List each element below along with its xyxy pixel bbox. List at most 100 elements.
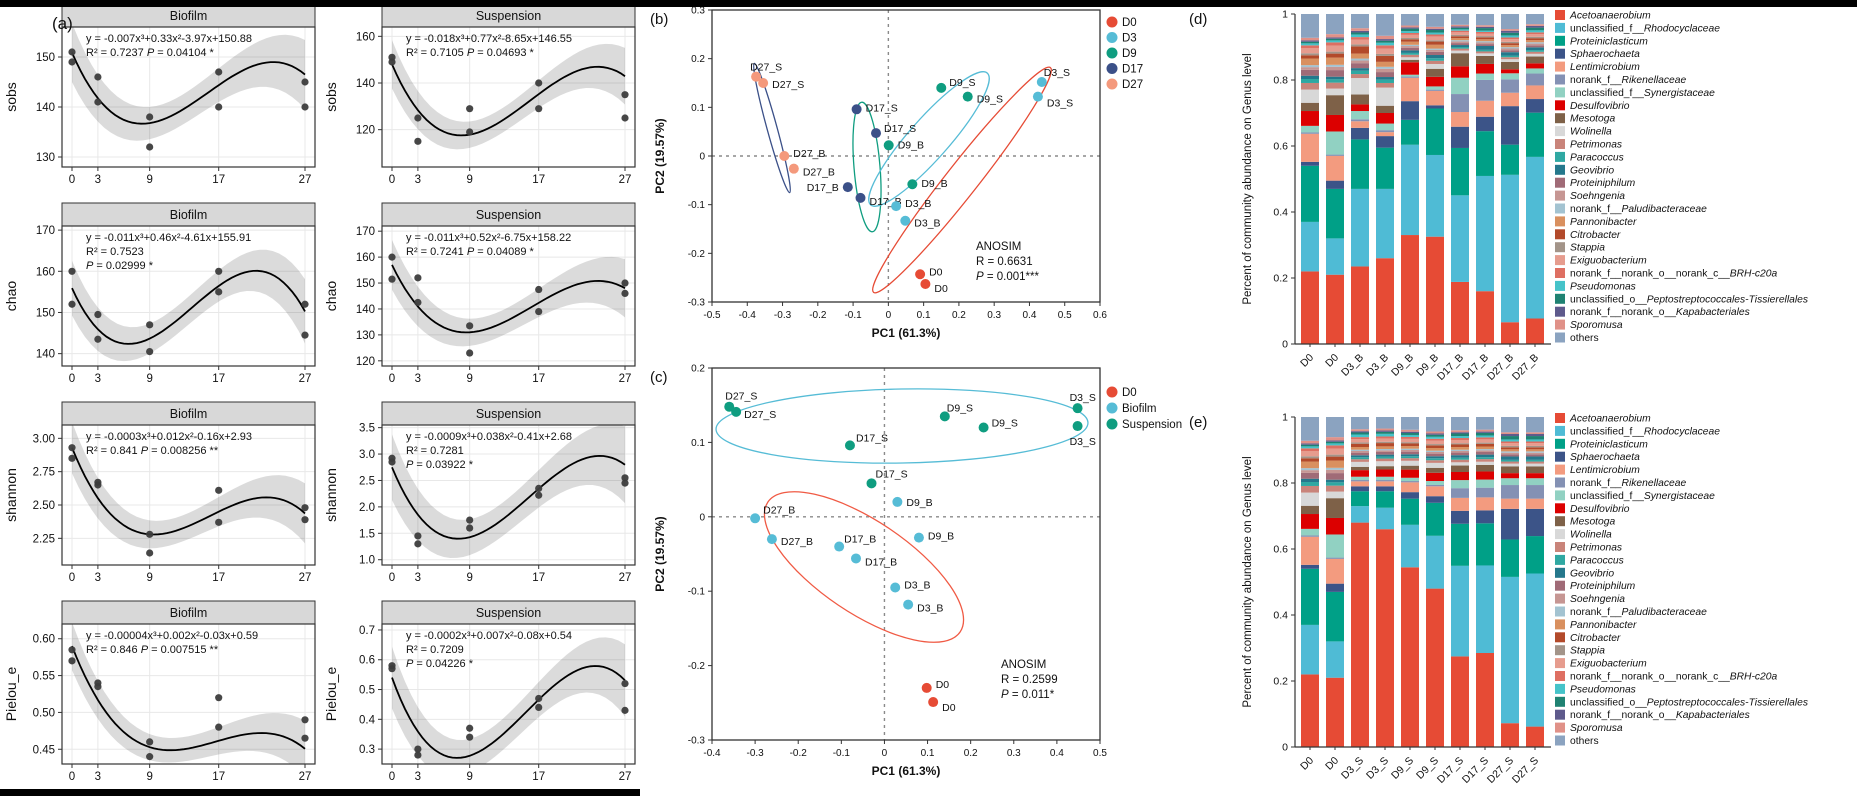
bar-segment-Paracoccus [1301,79,1319,83]
bar-segment-Citrobacter [1326,456,1344,461]
genus-legend-label: Petrimonas [1570,140,1622,151]
plot-background [62,425,315,565]
data-point [466,724,474,732]
bar-segment-BRH-c20a [1301,45,1319,48]
bar-segment-Desulfovibrio [1351,104,1369,112]
bar-segment-Acetoanaerobium [1401,235,1419,344]
y-tick-label: 0.45 [33,744,55,756]
bar-category-label: D17_B [1460,352,1491,383]
panel-a-plot-sobs-suspension: Suspension y = -0.018x³+0.77x²-8.65x+146.… [320,0,640,199]
bar-segment-Geovibrio [1526,456,1544,460]
bar-segment-Geovibrio [1351,68,1369,71]
x-tick-label: 0.5 [1093,748,1107,759]
bar-segment-Petrimonas [1376,458,1394,462]
bar-segment-Mesotoga [1351,466,1369,471]
pca-point-D17_B [855,192,866,203]
bar-segment-Peptostreptococcales-Tissierellales [1451,433,1469,437]
bar-segment-Paracoccus [1426,58,1444,61]
bar-segment-Sporomusa [1301,440,1319,444]
data-point [621,474,629,482]
pca-point-D27_B [788,163,799,174]
data-point [621,279,629,287]
x-tick-label: 27 [619,373,632,385]
x-tick-label: 0 [886,310,892,321]
bar-segment-Desulfovibrio [1451,472,1469,481]
bar-segment-Sporomusa [1476,429,1494,432]
bar-segment-Sphaerochaeta [1451,126,1469,148]
bar-segment-Citrobacter [1326,53,1344,58]
y-tick-label: 1.0 [359,555,375,567]
group-ellipse [852,101,882,233]
data-point [146,347,154,356]
y-tick-label: 1 [1282,9,1288,21]
bar-segment-Petrimonas [1476,51,1494,54]
x-tick-label: 0 [69,373,75,385]
bar-segment-Stappia [1401,37,1419,40]
data-point [535,703,543,712]
y-tick-label: 0.55 [33,671,55,683]
bar-segment-Lentimicrobium [1401,77,1419,102]
x-tick-label: -0.5 [703,310,721,321]
confidence-band [392,425,625,558]
bar-segment-Desulfovibrio [1326,114,1344,132]
data-point [388,275,396,283]
bar-segment-Proteiniphilum [1351,63,1369,69]
y-tick-label: 1.5 [359,528,375,540]
x-tick-label: 0 [389,771,395,783]
data-point [146,738,154,746]
x-tick-label: 0 [882,748,888,759]
bar-segment-others [1301,417,1319,441]
genus-legend-label: Lentimicrobium [1570,62,1640,73]
bar-segment-Rhodocyclaceae [1401,524,1419,568]
bar-segment-Geovibrio [1476,454,1494,458]
x-tick-label: 0 [69,771,75,783]
bar-segment-Kapabacteriales [1476,431,1494,433]
x-tick-label: 3 [415,174,421,186]
bar-segment-Acetoanaerobium [1426,236,1444,344]
bar-segment-Desulfovibrio [1501,69,1519,74]
bar-category-label: D0 [1323,755,1341,773]
bar-category-label: D3_S [1364,755,1391,782]
bar-segment-Rikenellaceae [1501,79,1519,93]
bar-segment-Synergistaceae [1401,74,1419,77]
panel-a-plot-sobs-biofilm: Biofilm y = -0.007x³+0.33x²-3.97x+150.88 R… [0,0,320,199]
bar-segment-Synergistaceae [1451,480,1469,489]
bar-segment-Sporomusa [1326,437,1344,441]
bar-segment-Rhodocyclaceae [1401,144,1419,236]
bar-segment-Paracoccus [1451,47,1469,49]
bar-category-label: D0 [1323,352,1341,370]
metric-axis-label: shannon [3,468,19,522]
bar-segment-Geovibrio [1476,46,1494,50]
y-tick-label: 2.75 [33,467,55,479]
bar-segment-others [1376,14,1394,36]
bar-segment-Sporomusa [1351,429,1369,432]
bar-segment-Rikenellaceae [1326,557,1344,559]
y-tick-label: 130 [356,330,375,342]
bar-segment-Mesotoga [1426,68,1444,77]
data-point [146,143,154,151]
bar-segment-Stappia [1376,441,1394,444]
y-tick-label: 0.2 [1273,273,1288,285]
data-point [414,114,422,122]
bar-segment-Paludibacteraceae [1526,451,1544,453]
bar-segment-Stappia [1326,454,1344,457]
bar-segment-Paludibacteraceae [1351,449,1369,451]
bar-segment-Sporomusa [1376,35,1394,40]
x-tick-label: 27 [299,771,312,783]
group-ellipse [868,71,990,207]
pca-point-label: D17_B [865,556,897,568]
bar-segment-Exiguobacterium [1476,439,1494,443]
bar-segment-Acetoanaerobium [1476,291,1494,344]
x-tick-label: 0.5 [1058,310,1072,321]
bar-segment-Pseudomonas [1501,35,1519,38]
panel-a-label: (a) [52,14,73,33]
panel-letter: (c) [650,369,668,386]
x-tick-label: 0 [389,572,395,584]
bar-segment-Paracoccus [1526,50,1544,52]
plot-border [711,367,1101,741]
y-tick-label: 1 [1282,412,1288,424]
genus-legend-label: Sporomusa [1570,320,1623,331]
bar-segment-Proteiniclasticum [1526,112,1544,157]
pca-point-D0 [928,697,939,708]
legend-label: Biofilm [1122,403,1157,415]
